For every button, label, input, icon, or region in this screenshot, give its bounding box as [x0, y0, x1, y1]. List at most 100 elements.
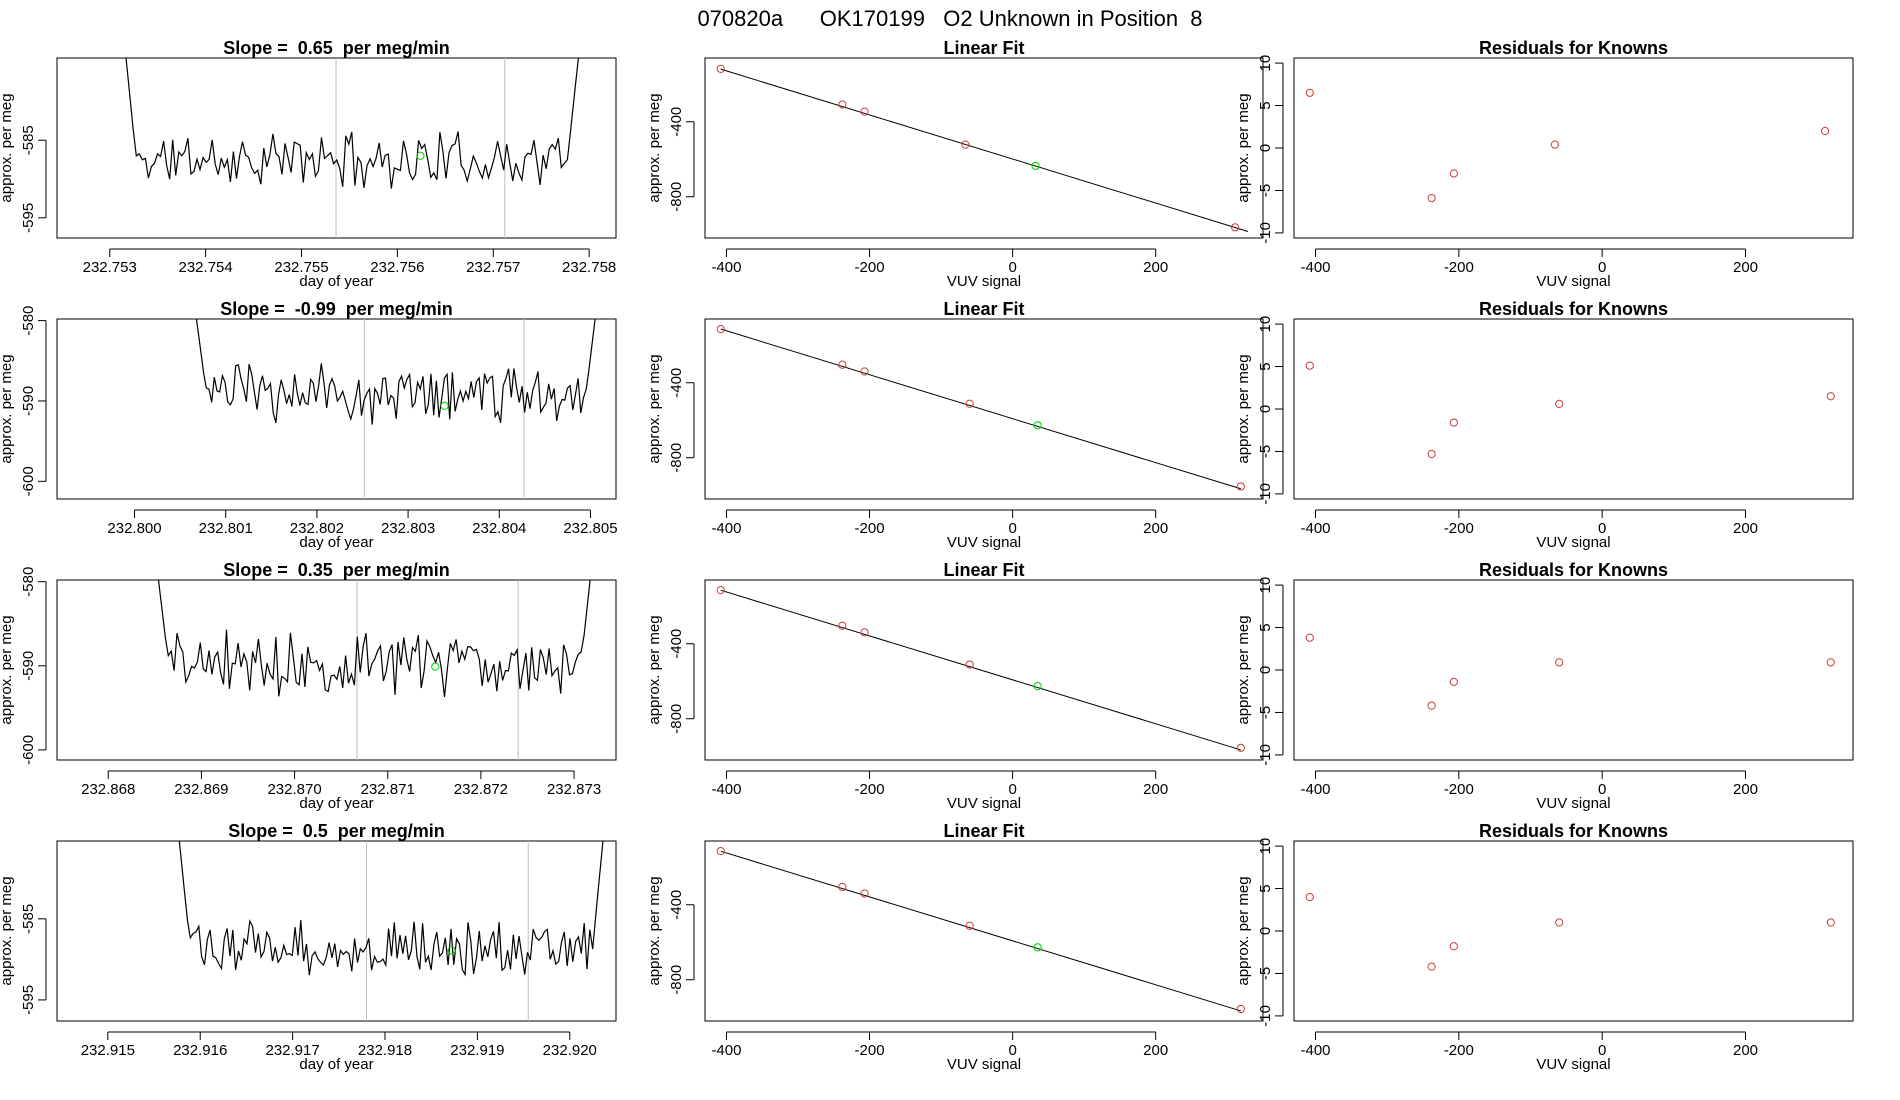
y-tick-label: -585: [20, 125, 37, 155]
residual-point: [1555, 918, 1564, 927]
plot-area: [178, 841, 604, 1021]
residual-point: [1555, 658, 1564, 667]
x-tick-label: -200: [855, 520, 885, 537]
plot-frame: [56, 579, 617, 761]
y-tick-label: -590: [20, 386, 37, 416]
y-tick-label: 10: [1257, 316, 1274, 333]
plot-area: [716, 586, 1245, 752]
x-axis-label: VUV signal: [1536, 795, 1610, 812]
y-tick-label: -400: [668, 107, 685, 137]
y-tick-label: -590: [20, 651, 37, 681]
known-point: [716, 325, 725, 334]
panel-title: Linear Fit: [943, 299, 1024, 319]
plot-frame: [704, 840, 1264, 1022]
known-point: [860, 367, 869, 376]
x-axis-label: day of year: [299, 273, 373, 290]
x-tick-label: -200: [1444, 259, 1474, 276]
x-axis-label: VUV signal: [947, 534, 1021, 551]
x-tick-label: -200: [1444, 1042, 1474, 1059]
panel-4-3: Residuals for Knowns VUV signal approx. pe…: [1235, 821, 1854, 1073]
x-tick-label: 200: [1733, 781, 1758, 798]
panel-1-2: Linear Fit VUV signal approx. per meg -400 -…: [646, 38, 1264, 290]
known-point: [860, 889, 869, 898]
x-tick-label: -400: [1300, 520, 1330, 537]
panel-2-3: Residuals for Knowns VUV signal approx. pe…: [1235, 299, 1854, 551]
x-tick-label: 0: [1008, 781, 1016, 798]
panel-title: Residuals for Knowns: [1479, 560, 1668, 580]
x-tick-label: 200: [1733, 259, 1758, 276]
residual-point: [1555, 399, 1564, 409]
y-tick-label: -800: [668, 443, 685, 473]
x-tick-label: 200: [1143, 520, 1168, 537]
unknown-marker: [440, 401, 449, 410]
unknown-point: [1031, 161, 1040, 170]
y-tick-label: -5: [1257, 706, 1274, 719]
plot-area: [1305, 361, 1835, 459]
y-tick-label: -400: [668, 890, 685, 920]
x-tick-label: 0: [1598, 520, 1606, 537]
y-tick-label: 0: [1257, 666, 1274, 674]
panel-2-2: Linear Fit VUV signal approx. per meg -400 -…: [646, 299, 1264, 551]
x-tick-label: -200: [1444, 520, 1474, 537]
residual-point: [1427, 701, 1436, 710]
x-tick-label: 232.868: [81, 781, 135, 798]
plot-frame: [1293, 579, 1854, 761]
y-tick-label: -580: [20, 306, 37, 336]
y-tick-label: -595: [20, 985, 37, 1015]
panel-3-2: Linear Fit VUV signal approx. per meg -400 -…: [646, 560, 1264, 812]
y-tick-label: 10: [1257, 838, 1274, 855]
x-tick-label: 232.871: [361, 781, 415, 798]
y-tick-label: -600: [20, 735, 37, 765]
y-tick-label: -800: [668, 965, 685, 995]
known-point: [1236, 1004, 1245, 1014]
y-tick-label: 5: [1257, 101, 1274, 109]
residual-point: [1826, 918, 1835, 927]
panel-1-3: Residuals for Knowns VUV signal approx. pe…: [1235, 38, 1854, 290]
x-tick-label: -400: [711, 259, 741, 276]
y-axis-label: approx. per meg: [646, 93, 663, 202]
plot-area: [1305, 892, 1835, 971]
y-tick-label: -5: [1257, 445, 1274, 458]
residual-point: [1826, 658, 1835, 667]
plot-area: [157, 580, 591, 760]
x-tick-label: 232.801: [199, 520, 253, 537]
x-axis-label: VUV signal: [1536, 1056, 1610, 1073]
plot-frame: [56, 840, 617, 1022]
y-tick-label: 5: [1257, 623, 1274, 631]
y-axis-label: approx. per meg: [0, 354, 15, 463]
panel-title: Linear Fit: [943, 560, 1024, 580]
x-tick-label: 232.919: [450, 1042, 504, 1059]
panel-title: Linear Fit: [943, 821, 1024, 841]
x-tick-label: -200: [855, 781, 885, 798]
y-tick-label: -5: [1257, 967, 1274, 980]
y-tick-label: -595: [20, 203, 37, 233]
unknown-marker: [431, 662, 440, 671]
panel-2-1: Slope = -0.99 per meg/min day of year appr…: [0, 299, 618, 551]
residual-point: [1449, 418, 1458, 427]
x-tick-label: 232.753: [83, 259, 137, 276]
residual-point: [1305, 361, 1314, 370]
x-tick-label: 200: [1143, 1042, 1168, 1059]
residual-point: [1427, 193, 1436, 203]
figure-suptitle: 070820a OK170199 O2 Unknown in Position …: [697, 6, 1202, 31]
x-axis-label: VUV signal: [1536, 534, 1610, 551]
y-tick-label: 10: [1257, 55, 1274, 72]
x-tick-label: 232.800: [107, 520, 161, 537]
residual-point: [1826, 392, 1835, 401]
y-tick-label: -585: [20, 904, 37, 934]
y-tick-label: -580: [20, 567, 37, 597]
x-tick-label: 232.916: [173, 1042, 227, 1059]
x-axis-label: day of year: [299, 534, 373, 551]
residual-point: [1305, 892, 1314, 902]
residual-point: [1305, 88, 1314, 97]
residual-point: [1305, 633, 1314, 642]
plot-frame: [1293, 318, 1854, 500]
y-tick-label: -10: [1257, 744, 1274, 766]
panel-3-3: Residuals for Knowns VUV signal approx. pe…: [1235, 560, 1854, 812]
x-tick-label: -400: [1300, 1042, 1330, 1059]
plot-frame: [704, 318, 1264, 500]
known-point: [838, 621, 847, 630]
x-tick-label: -200: [855, 259, 885, 276]
panel-title: Residuals for Knowns: [1479, 38, 1668, 58]
y-tick-label: 5: [1257, 884, 1274, 892]
